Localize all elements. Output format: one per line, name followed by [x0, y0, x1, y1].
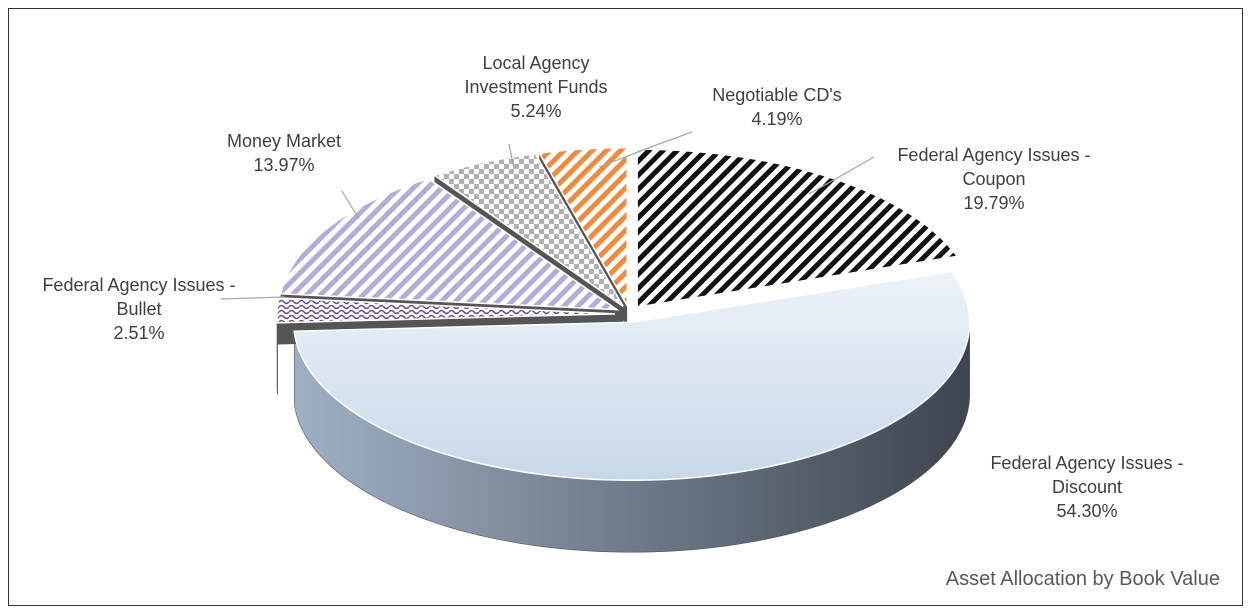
leader-line: [508, 143, 515, 170]
data-label: Money Market 13.97%: [184, 129, 384, 177]
category-label: Money Market: [226, 131, 342, 151]
category-label: Federal Agency Issues - Coupon: [897, 145, 1091, 189]
value-label: 19.79%: [963, 193, 1025, 213]
leader-line: [808, 156, 875, 195]
value-label: 2.51%: [113, 323, 165, 343]
slice: [636, 148, 959, 309]
category-label: Federal Agency Issues - Discount: [990, 453, 1184, 497]
slice: [432, 152, 624, 307]
category-label: Negotiable CD's: [712, 85, 842, 105]
slice: [276, 297, 616, 324]
data-label: Federal Agency Issues - Discount 54.30%: [957, 451, 1217, 523]
chart-frame: Asset Allocation by Book Value Federal A…: [8, 8, 1243, 606]
value-label: 5.24%: [510, 101, 562, 121]
leader-line: [220, 296, 285, 300]
leader-line: [341, 190, 360, 220]
data-label: Federal Agency Issues -Bullet 2.51%: [39, 273, 239, 345]
value-label: 54.30%: [1056, 501, 1118, 521]
category-label: Federal Agency Issues -Bullet: [42, 275, 236, 319]
slice-side: [276, 313, 278, 395]
slice: [537, 146, 628, 309]
data-label: Federal Agency Issues - Coupon 19.79%: [864, 143, 1124, 215]
category-label: Local Agency Investment Funds: [464, 53, 608, 97]
chart: [220, 131, 971, 553]
data-label: Local Agency Investment Funds 5.24%: [436, 51, 636, 123]
chart-title: Asset Allocation by Book Value: [945, 568, 1220, 590]
leader-line: [598, 131, 693, 168]
slice: [293, 270, 971, 481]
value-label: 13.97%: [253, 155, 315, 175]
slice: [279, 177, 620, 311]
value-label: 4.19%: [751, 109, 803, 129]
data-label: Negotiable CD's 4.19%: [687, 83, 867, 131]
